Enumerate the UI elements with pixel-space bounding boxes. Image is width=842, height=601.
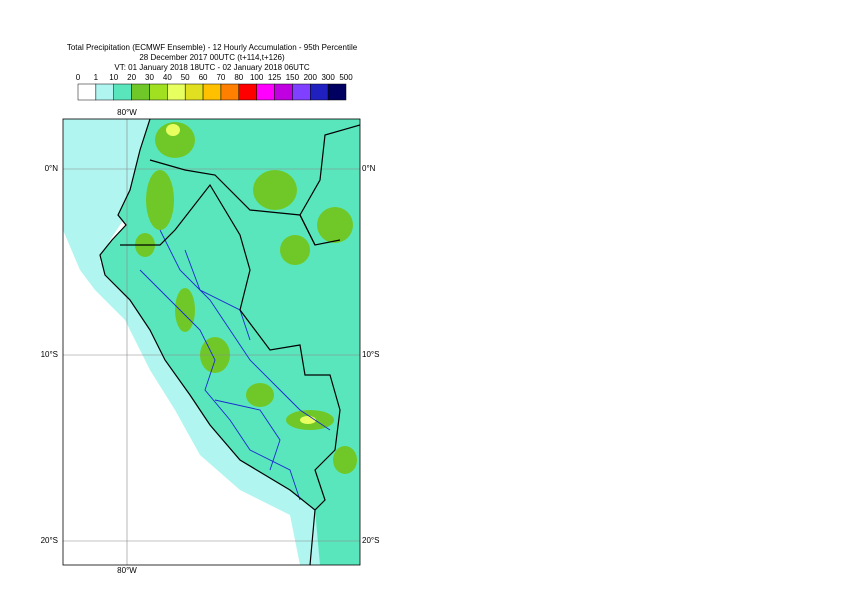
legend-swatch (149, 83, 168, 101)
title: Total Precipitation (ECMWF Ensemble) - 1… (67, 43, 358, 52)
subtitle: 28 December 2017 00UTC (t+114,t+126) (139, 53, 285, 62)
legend-label: 150 (286, 73, 300, 82)
legend-swatch (327, 83, 347, 101)
legend-label: 125 (268, 73, 282, 82)
legend-label: 70 (216, 73, 225, 82)
legend-swatch (113, 83, 132, 101)
valid-time: VT: 01 January 2018 18UTC - 02 January 2… (114, 63, 309, 72)
legend-label: 20 (127, 73, 136, 82)
legend-label: 300 (321, 73, 335, 82)
lon-label: 80°W (117, 108, 137, 117)
legend-label: 50 (181, 73, 190, 82)
legend-swatch (131, 83, 150, 101)
map-frame (62, 118, 361, 566)
legend-swatch (77, 83, 97, 101)
lat-label: 20°S (362, 536, 379, 545)
legend-swatch (274, 83, 293, 101)
legend-swatch (167, 83, 186, 101)
legend-swatch (238, 83, 257, 101)
legend-swatch (292, 83, 311, 101)
legend-swatch (95, 83, 114, 101)
legend-swatch (184, 83, 204, 101)
legend-label: 60 (199, 73, 208, 82)
legend-label: 80 (234, 73, 243, 82)
legend-swatch (202, 83, 222, 101)
lat-label: 10°S (41, 350, 58, 359)
legend-label: 0 (76, 73, 81, 82)
legend-label: 100 (250, 73, 264, 82)
lat-label: 10°S (362, 350, 379, 359)
legend-label: 30 (145, 73, 154, 82)
legend-label: 40 (163, 73, 172, 82)
legend-label: 1 (94, 73, 99, 82)
legend-swatch (220, 83, 240, 101)
legend-label: 200 (304, 73, 318, 82)
lat-label: 0°N (45, 164, 59, 173)
lat-label: 0°N (362, 164, 376, 173)
legend-label: 500 (339, 73, 353, 82)
legend-swatch (310, 83, 329, 101)
lat-label: 20°S (41, 536, 58, 545)
legend-label: 10 (109, 73, 118, 82)
map (63, 119, 360, 565)
legend-swatch (256, 83, 275, 101)
lon-label: 80°W (117, 566, 137, 575)
legend: 0 1 10 20 30 40 50 60 70 80 100 125 150 200 300 500 (76, 73, 353, 101)
